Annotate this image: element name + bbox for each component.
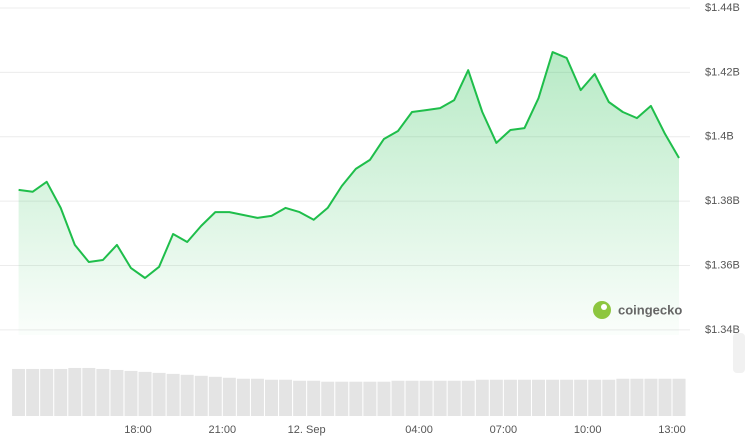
volume-bar <box>194 375 208 416</box>
volume-bar <box>391 380 405 416</box>
volume-bar <box>152 372 166 416</box>
volume-bar <box>68 367 82 416</box>
volume-bar <box>419 380 433 416</box>
volume-bar <box>574 379 588 416</box>
volume-bar <box>363 381 377 416</box>
line <box>18 51 680 279</box>
volume-bar <box>250 378 264 416</box>
x-tick-label: 10:00 <box>574 424 602 436</box>
volume-bar <box>489 379 503 416</box>
y-tick-label: $1.38B <box>705 195 740 207</box>
volume-bar <box>321 381 335 416</box>
volume-bar <box>54 368 68 416</box>
area <box>18 52 680 335</box>
volume-bar <box>517 379 531 416</box>
volume-bar <box>405 380 419 416</box>
volume-bar <box>377 381 391 416</box>
volume-bar <box>236 378 250 416</box>
volume-bar <box>532 379 546 416</box>
volume-bar <box>124 370 138 416</box>
x-tick-label: 13:00 <box>658 424 686 436</box>
volume-bar <box>546 379 560 416</box>
volume-bar <box>265 379 279 416</box>
volume-bar <box>166 373 180 416</box>
volume-bar <box>222 377 236 416</box>
volume-bar <box>12 368 26 416</box>
volume-bar <box>644 378 658 416</box>
volume-bar <box>503 379 517 416</box>
watermark: coingecko <box>593 301 682 319</box>
y-tick-label: $1.44B <box>705 2 740 14</box>
volume-bar <box>279 379 293 416</box>
volume-bar <box>26 368 40 416</box>
volume-bar <box>475 379 489 416</box>
y-tick-label: $1.36B <box>705 259 740 271</box>
x-tick-label: 07:00 <box>490 424 518 436</box>
x-tick-label: 18:00 <box>124 424 152 436</box>
watermark-logo-eye <box>601 304 607 310</box>
volume-bar <box>138 371 152 416</box>
volume-bar <box>461 380 475 416</box>
volume-bar <box>658 378 672 416</box>
volume-bar <box>96 368 110 416</box>
x-tick-label: 21:00 <box>209 424 237 436</box>
volume-bar <box>180 374 194 416</box>
volume-bar <box>293 380 307 416</box>
volume-bar <box>349 381 363 416</box>
volume-bar <box>447 380 461 416</box>
x-tick-label: 04:00 <box>405 424 433 436</box>
volume-bar <box>588 379 602 416</box>
volume-bar <box>616 378 630 416</box>
side-tab <box>733 333 745 373</box>
volume-bar <box>602 379 616 416</box>
volume-bar <box>672 378 686 416</box>
volume-bar <box>335 381 349 416</box>
volume-bar <box>433 380 447 416</box>
volume-bar <box>307 380 321 416</box>
volume-bar <box>110 369 124 416</box>
volume-bar <box>40 368 54 416</box>
y-tick-label: $1.42B <box>705 66 740 78</box>
volume-bar <box>208 376 222 416</box>
volume-bar <box>560 379 574 416</box>
volume-bar <box>82 367 96 416</box>
y-tick-label: $1.4B <box>705 131 734 143</box>
watermark-text: coingecko <box>618 302 682 317</box>
volume-bar <box>630 378 644 416</box>
watermark-logo <box>593 301 611 319</box>
y-tick-label: $1.34B <box>705 324 740 336</box>
x-tick-label: 12. Sep <box>288 424 326 436</box>
